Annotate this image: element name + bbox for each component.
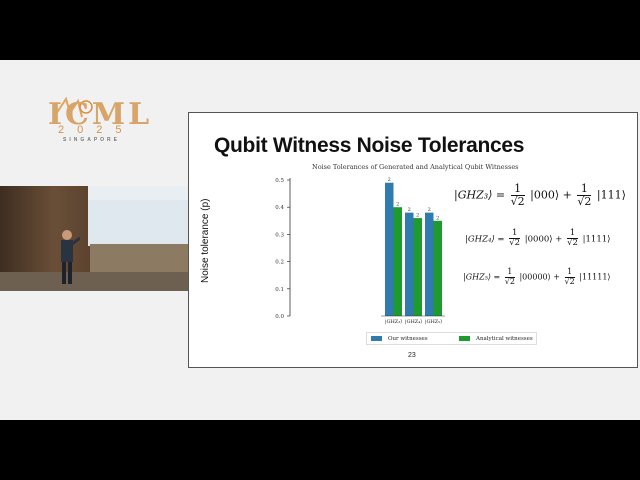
y-tick-label: 0.4 <box>275 205 284 211</box>
equation-lhs: |GHZ₃⟩ = <box>454 188 506 202</box>
screen-highlight <box>88 186 188 200</box>
fraction-den: √2 <box>509 238 521 249</box>
slide-title: Qubit Witness Noise Tolerances <box>214 134 525 157</box>
x-tick-label: |GHZ₅⟩ <box>425 319 443 325</box>
bar-data-label: 2 <box>408 207 411 213</box>
bar-our-witnesses <box>405 212 414 316</box>
legend-swatch-blue <box>371 336 382 341</box>
letterbox-bottom <box>0 420 640 480</box>
logo-word: ICML <box>48 97 153 132</box>
y-tick-label: 0.1 <box>275 287 284 293</box>
speaker-figure-icon <box>61 230 80 284</box>
fraction-den: √2 <box>577 195 592 209</box>
bar-data-label: 2 <box>388 177 391 183</box>
bar-analytical-witnesses <box>393 207 402 316</box>
fraction: 1 √2 <box>577 182 592 209</box>
y-tick-label: 0.2 <box>275 260 284 266</box>
plus-sign: + <box>553 272 560 282</box>
speaker-camera-view <box>0 186 188 291</box>
fraction: 1 √2 <box>567 228 578 249</box>
ket-term: |1111⟩ <box>582 234 611 245</box>
ket-term: |111⟩ <box>596 188 626 202</box>
letterbox-top <box>0 0 640 60</box>
fraction-num: 1 <box>577 182 592 197</box>
noise-tolerance-chart: 0.00.10.20.30.40.5 22|GHZ₃⟩22|GHZ₄⟩22|GHZ… <box>275 177 445 325</box>
equation-lhs: |GHZ₅⟩ = <box>463 272 501 282</box>
legend-item-analytical-witnesses: Analytical witnesses <box>459 335 533 343</box>
legend-swatch-green <box>459 336 470 341</box>
floor <box>0 272 188 291</box>
legend-label: Analytical witnesses <box>476 336 533 342</box>
legend-item-our-witnesses: Our witnesses <box>371 335 428 343</box>
bar-data-label: 2 <box>396 202 399 208</box>
y-tick-label: 0.5 <box>275 178 284 184</box>
fraction-num: 1 <box>504 267 515 278</box>
y-tick-label: 0.0 <box>275 314 284 320</box>
x-tick-label: |GHZ₄⟩ <box>405 319 423 325</box>
conference-logo-icon <box>53 96 93 118</box>
y-axis-label: Noise tolerance (p) <box>200 198 211 283</box>
lectern <box>90 244 188 274</box>
fraction-num: 1 <box>567 228 578 240</box>
ket-term: |11111⟩ <box>579 272 611 282</box>
ket-term: |00000⟩ <box>519 272 551 282</box>
fraction-den: √2 <box>567 238 578 249</box>
equation-ghz3: |GHZ₃⟩ = 1 √2 |000⟩ + 1 √2 |111⟩ <box>454 182 626 209</box>
fraction-num: 1 <box>564 267 575 278</box>
bar-data-label: 2 <box>436 215 439 221</box>
bar-our-witnesses <box>425 212 434 316</box>
fraction-den: √2 <box>504 276 515 286</box>
fraction: 1 √2 <box>510 182 525 209</box>
logo-city: SINGAPORE <box>63 137 121 143</box>
equation-lhs: |GHZ₄⟩ = <box>465 234 505 245</box>
fraction: 1 √2 <box>509 228 521 249</box>
bar-data-label: 2 <box>428 207 431 213</box>
bar-analytical-witnesses <box>433 220 442 316</box>
fraction-num: 1 <box>510 182 525 197</box>
logo-year: 2025 <box>58 124 135 136</box>
slide-page-number: 23 <box>408 352 416 359</box>
ket-term: |000⟩ <box>530 188 560 202</box>
fraction-den: √2 <box>564 276 575 286</box>
fraction: 1 √2 <box>504 267 515 287</box>
x-tick-label: |GHZ₃⟩ <box>385 319 403 325</box>
legend-label: Our witnesses <box>388 336 428 342</box>
bar-analytical-witnesses <box>413 218 422 316</box>
plus-sign: + <box>562 188 572 202</box>
chart-title: Noise Tolerances of Generated and Analyt… <box>312 163 519 171</box>
chart-legend: Our witnesses Analytical witnesses <box>366 332 537 345</box>
fraction: 1 √2 <box>564 267 575 287</box>
bar-our-witnesses <box>385 182 394 316</box>
fraction-den: √2 <box>510 195 525 209</box>
equation-ghz4: |GHZ₄⟩ = 1 √2 |0000⟩ + 1 √2 |1111⟩ <box>465 228 611 249</box>
bar-data-label: 2 <box>416 213 419 219</box>
ket-term: |0000⟩ <box>524 234 553 245</box>
fraction-num: 1 <box>509 228 521 240</box>
equation-ghz5: |GHZ₅⟩ = 1 √2 |00000⟩ + 1 √2 |11111⟩ <box>463 267 611 287</box>
plus-sign: + <box>555 234 563 245</box>
y-tick-label: 0.3 <box>275 232 284 238</box>
